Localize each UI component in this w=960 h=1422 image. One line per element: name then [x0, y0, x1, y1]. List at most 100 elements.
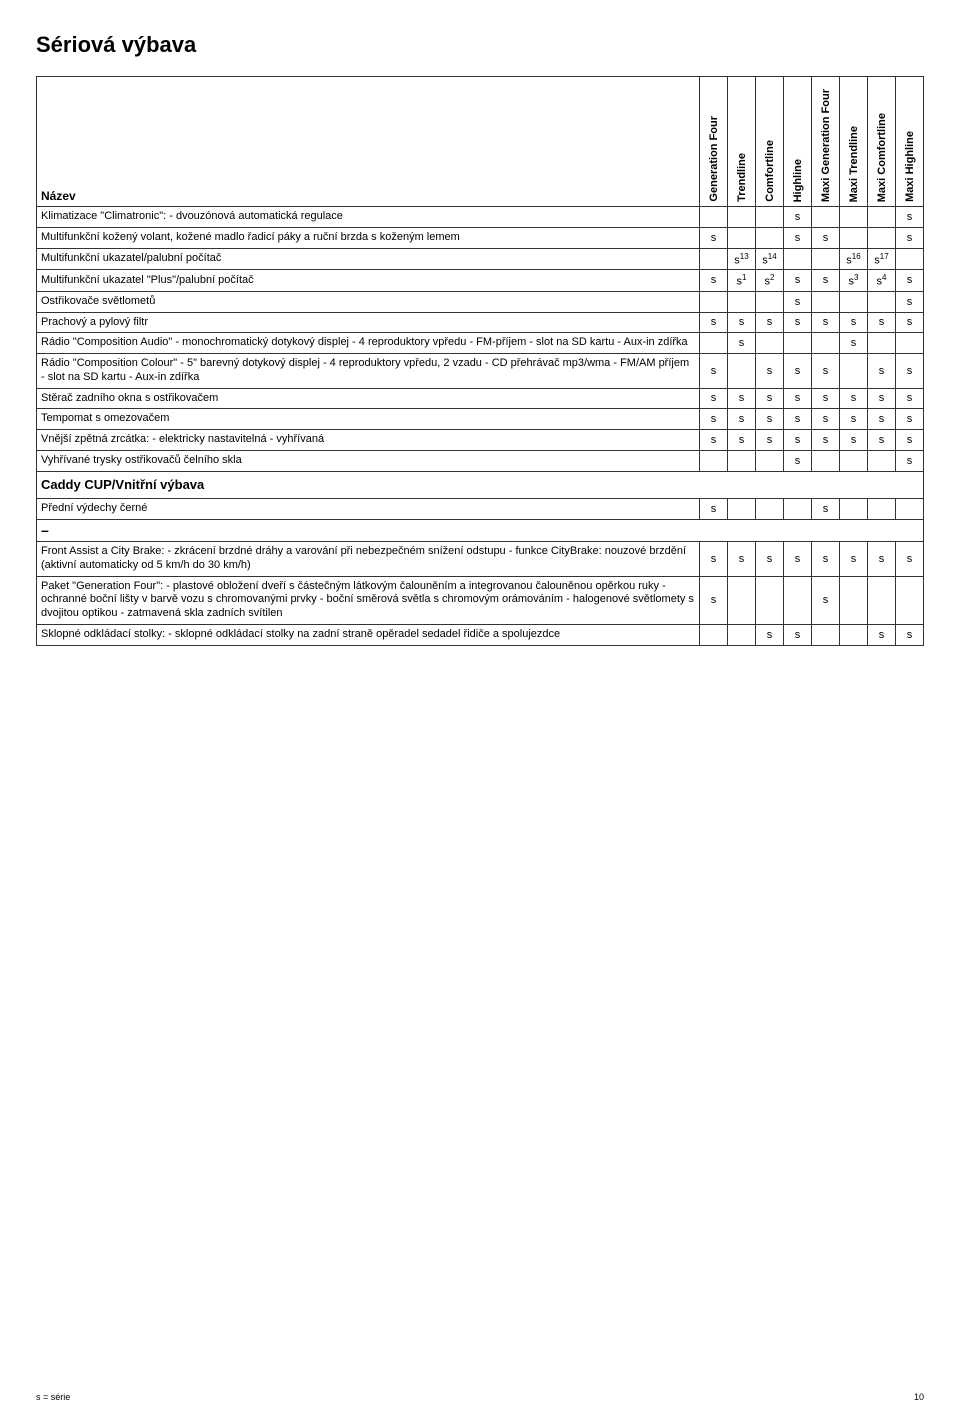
mark-cell: s — [784, 624, 812, 645]
mark-cell — [812, 291, 840, 312]
table-row: Prachový a pylový filtrssssssss — [37, 312, 924, 333]
column-header: Comfortline — [756, 77, 784, 207]
mark-cell — [756, 498, 784, 519]
mark-cell: s — [896, 624, 924, 645]
mark-cell: s — [896, 542, 924, 577]
mark-cell: s — [756, 312, 784, 333]
mark-cell: s — [868, 430, 896, 451]
mark-cell: s — [728, 430, 756, 451]
table-row: Paket "Generation Four": - plastové oblo… — [37, 576, 924, 624]
mark-cell — [700, 450, 728, 471]
mark-cell: s17 — [868, 248, 896, 270]
mark-cell: s — [728, 333, 756, 354]
column-header-name: Název — [37, 77, 700, 207]
mark-cell — [868, 498, 896, 519]
mark-cell: s — [896, 450, 924, 471]
page-title: Sériová výbava — [36, 32, 924, 58]
page-footer: s = série 10 — [36, 1392, 924, 1402]
table-row: Multifunkční ukazatel/palubní počítač s13… — [37, 248, 924, 270]
mark-cell: s — [896, 227, 924, 248]
column-header: Maxi Comfortline — [868, 77, 896, 207]
mark-cell: s — [896, 354, 924, 389]
mark-cell — [896, 333, 924, 354]
mark-cell: s — [868, 312, 896, 333]
mark-cell: s — [896, 409, 924, 430]
mark-cell: s2 — [756, 270, 784, 292]
row-label: Tempomat s omezovačem — [37, 409, 700, 430]
mark-cell — [840, 291, 868, 312]
mark-cell: s — [812, 388, 840, 409]
mark-cell: s14 — [756, 248, 784, 270]
mark-cell: s — [868, 409, 896, 430]
mark-cell: s — [700, 312, 728, 333]
mark-cell: s — [756, 430, 784, 451]
mark-cell: s1 — [728, 270, 756, 292]
table-row: Vnější zpětná zrcátka: - elektricky nast… — [37, 430, 924, 451]
mark-cell: s — [784, 430, 812, 451]
mark-cell — [728, 227, 756, 248]
mark-cell — [812, 333, 840, 354]
mark-cell — [840, 227, 868, 248]
mark-cell: s — [784, 542, 812, 577]
mark-cell — [784, 333, 812, 354]
mark-cell: s — [784, 354, 812, 389]
mark-cell — [728, 450, 756, 471]
footer-legend: s = série — [36, 1392, 70, 1402]
row-label: Prachový a pylový filtr — [37, 312, 700, 333]
table-row: Rádio "Composition Colour" - 5" barevný … — [37, 354, 924, 389]
table-row: Ostřikovače světlometůss — [37, 291, 924, 312]
mark-cell — [700, 248, 728, 270]
mark-cell — [840, 576, 868, 624]
mark-cell — [868, 333, 896, 354]
row-label: Front Assist a City Brake: - zkrácení br… — [37, 542, 700, 577]
mark-cell: s — [812, 576, 840, 624]
separator-row: – — [37, 519, 924, 542]
mark-cell: s — [840, 542, 868, 577]
table-row: Sklopné odkládací stolky: - sklopné odkl… — [37, 624, 924, 645]
mark-cell — [700, 333, 728, 354]
mark-cell: s — [840, 312, 868, 333]
mark-cell — [812, 450, 840, 471]
mark-cell: s — [840, 333, 868, 354]
mark-cell — [728, 291, 756, 312]
mark-cell: s — [896, 312, 924, 333]
mark-cell: s — [784, 312, 812, 333]
table-row: Vyhřívané trysky ostřikovačů čelního skl… — [37, 450, 924, 471]
mark-cell: s — [700, 388, 728, 409]
mark-cell — [896, 498, 924, 519]
section-header: Caddy CUP/Vnitřní výbava — [37, 471, 924, 498]
mark-cell: s — [896, 207, 924, 228]
mark-cell — [784, 498, 812, 519]
mark-cell — [840, 354, 868, 389]
table-row: Stěrač zadního okna s ostřikovačemssssss… — [37, 388, 924, 409]
mark-cell: s — [812, 430, 840, 451]
row-label: Rádio "Composition Colour" - 5" barevný … — [37, 354, 700, 389]
row-label: Multifunkční ukazatel "Plus"/palubní poč… — [37, 270, 700, 292]
column-header: Maxi Highline — [896, 77, 924, 207]
row-label: Vyhřívané trysky ostřikovačů čelního skl… — [37, 450, 700, 471]
column-header: Maxi Trendline — [840, 77, 868, 207]
mark-cell: s13 — [728, 248, 756, 270]
mark-cell — [840, 624, 868, 645]
mark-cell — [840, 207, 868, 228]
row-label: Multifunkční ukazatel/palubní počítač — [37, 248, 700, 270]
mark-cell — [868, 576, 896, 624]
table-row: Rádio "Composition Audio" - monochromati… — [37, 333, 924, 354]
mark-cell: s — [784, 291, 812, 312]
mark-cell — [756, 207, 784, 228]
equipment-table: NázevGeneration FourTrendlineComfortline… — [36, 76, 924, 646]
mark-cell: s — [700, 430, 728, 451]
mark-cell — [840, 498, 868, 519]
column-header: Highline — [784, 77, 812, 207]
mark-cell — [868, 450, 896, 471]
mark-cell: s — [896, 270, 924, 292]
mark-cell: s — [868, 624, 896, 645]
mark-cell: s — [700, 498, 728, 519]
mark-cell — [868, 291, 896, 312]
mark-cell: s — [896, 388, 924, 409]
table-row: Tempomat s omezovačemssssssss — [37, 409, 924, 430]
mark-cell: s3 — [840, 270, 868, 292]
mark-cell — [868, 227, 896, 248]
mark-cell: s — [812, 409, 840, 430]
mark-cell: s — [868, 354, 896, 389]
